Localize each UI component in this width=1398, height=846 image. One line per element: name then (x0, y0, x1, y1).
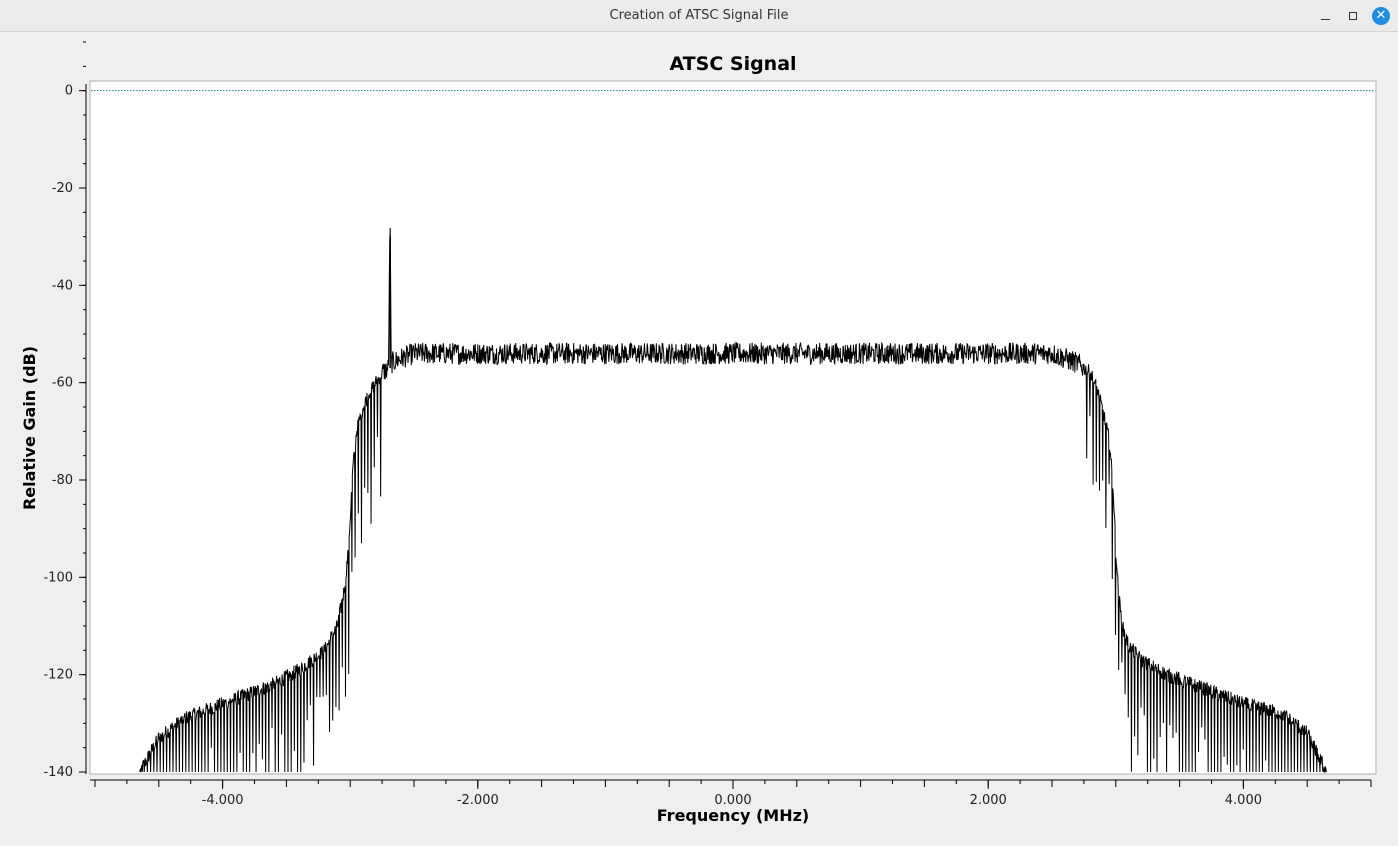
minimize-icon (1320, 18, 1330, 20)
minimize-button[interactable] (1315, 6, 1335, 26)
x-axis-label: Frequency (MHz) (657, 806, 809, 825)
y-axis: 0 -20 -40 -60 -80 -100 -120 -140 (43, 41, 87, 780)
y-tick-label: -60 (52, 376, 73, 391)
x-tick-label: -4.000 (202, 793, 244, 808)
x-tick-label: 0.000 (714, 793, 751, 808)
window-titlebar: Creation of ATSC Signal File ✕ (0, 0, 1398, 32)
window-title: Creation of ATSC Signal File (609, 8, 789, 23)
maximize-button[interactable] (1343, 6, 1363, 26)
y-tick-label: -20 (52, 181, 73, 196)
y-tick-label: -120 (43, 668, 73, 683)
y-axis-label: Relative Gain (dB) (20, 346, 39, 510)
close-icon: ✕ (1372, 7, 1390, 25)
chart-title: ATSC Signal (669, 53, 796, 75)
close-button[interactable]: ✕ (1371, 6, 1391, 26)
x-tick-label: 2.000 (970, 793, 1007, 808)
y-tick-label: -140 (43, 765, 73, 780)
maximize-icon (1349, 12, 1357, 20)
y-tick-label: -40 (52, 278, 73, 293)
chart: ATSC Signal 0 -20 -40 -60 -80 -100 -120 -140 -4… (20, 41, 1377, 825)
series-line-signal (139, 227, 1327, 773)
y-tick-label: -100 (43, 570, 73, 585)
x-axis: -4.000 -2.000 0.000 2.000 4.000 (90, 779, 1372, 808)
x-tick-label: 4.000 (1225, 793, 1262, 808)
y-tick-label: 0 (65, 84, 73, 99)
y-tick-label: -80 (52, 473, 73, 488)
plot-area[interactable] (89, 80, 1377, 775)
x-tick-label: -2.000 (457, 793, 499, 808)
